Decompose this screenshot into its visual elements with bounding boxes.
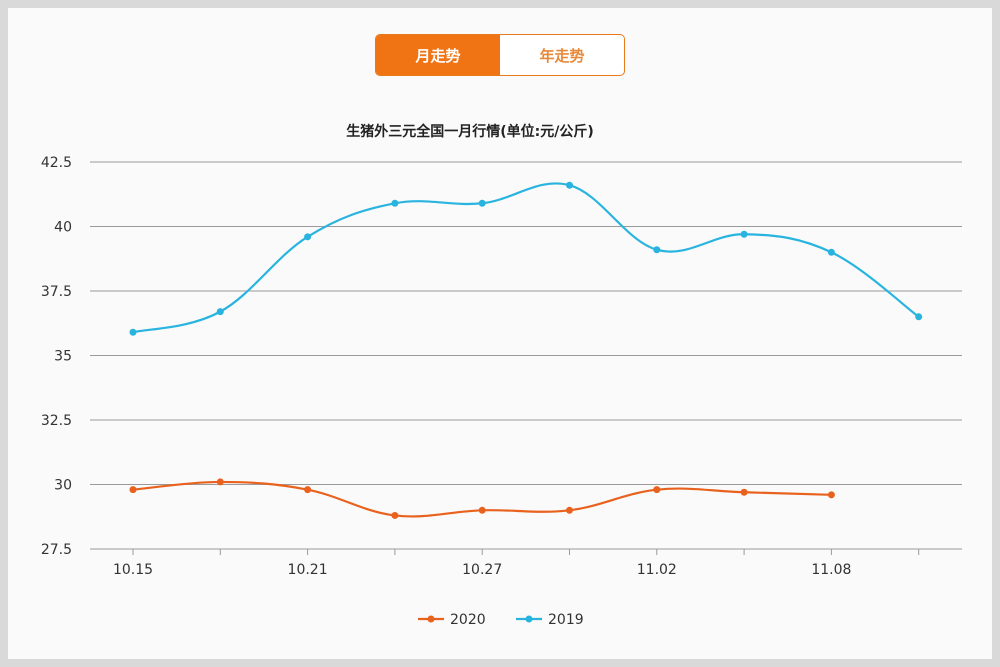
data-point-2020 bbox=[129, 486, 137, 494]
data-point-2019 bbox=[129, 328, 137, 336]
data-point-2019 bbox=[827, 248, 835, 256]
data-point-2019 bbox=[304, 233, 312, 241]
data-point-2020 bbox=[478, 506, 486, 514]
legend-marker-2019 bbox=[525, 615, 533, 623]
data-point-2019 bbox=[653, 246, 661, 254]
x-tick-label: 10.21 bbox=[288, 562, 328, 578]
data-point-2019 bbox=[915, 313, 923, 321]
data-point-2019 bbox=[391, 199, 399, 207]
data-point-2019 bbox=[216, 308, 224, 316]
legend-label-2019: 2019 bbox=[548, 612, 584, 628]
x-tick-label: 10.15 bbox=[113, 562, 153, 578]
y-tick-label: 35 bbox=[54, 349, 72, 365]
data-point-2020 bbox=[827, 491, 835, 499]
data-point-2020 bbox=[216, 478, 224, 486]
data-point-2020 bbox=[566, 506, 573, 514]
y-tick-label: 27.5 bbox=[41, 542, 72, 558]
legend-label-2020: 2020 bbox=[450, 612, 486, 628]
trend-toggle[interactable]: 月走势 年走势 bbox=[375, 34, 625, 76]
y-tick-label: 30 bbox=[54, 478, 72, 494]
tab-year-trend[interactable]: 年走势 bbox=[539, 46, 585, 65]
data-point-2019 bbox=[566, 181, 573, 189]
data-point-2020 bbox=[653, 486, 661, 494]
x-tick-label: 10.27 bbox=[462, 562, 502, 578]
x-tick-label: 11.02 bbox=[637, 562, 677, 578]
chart-frame bbox=[8, 8, 992, 659]
y-tick-label: 32.5 bbox=[41, 413, 72, 429]
series-line-2019 bbox=[132, 182, 920, 334]
data-point-2019 bbox=[478, 199, 486, 207]
legend-marker-2020 bbox=[427, 615, 435, 623]
chart-title: 生猪外三元全国一月行情(单位:元/公斤) bbox=[346, 123, 594, 140]
data-point-2020 bbox=[391, 511, 399, 519]
y-tick-label: 40 bbox=[54, 220, 72, 236]
y-tick-label: 42.5 bbox=[41, 155, 72, 171]
data-point-2020 bbox=[304, 486, 312, 494]
data-point-2019 bbox=[740, 230, 748, 238]
data-point-2020 bbox=[740, 488, 748, 496]
x-tick-label: 11.08 bbox=[811, 562, 851, 578]
tab-month-trend[interactable]: 月走势 bbox=[376, 35, 500, 75]
y-tick-label: 37.5 bbox=[41, 284, 72, 300]
